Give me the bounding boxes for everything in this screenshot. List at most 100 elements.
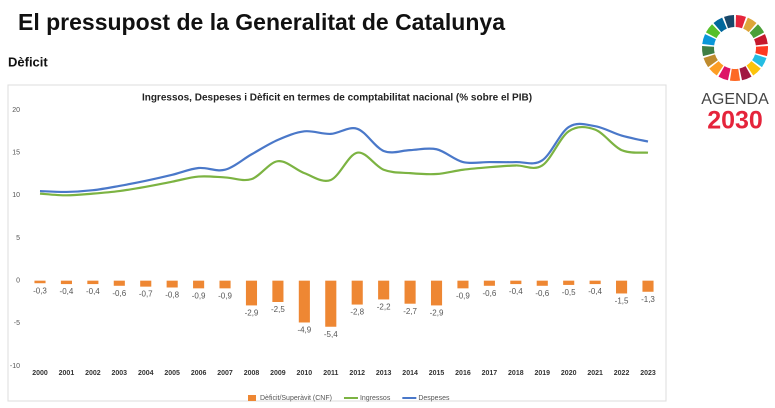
data-label: -0,9	[192, 291, 206, 300]
bar	[87, 281, 98, 284]
x-tick-label: 2021	[587, 370, 603, 377]
x-tick-label: 2012	[349, 370, 365, 377]
logo-segment	[717, 23, 724, 27]
logo-segment	[708, 46, 709, 54]
bar	[140, 281, 151, 287]
bar	[457, 281, 468, 289]
data-label: -0,9	[218, 291, 232, 300]
bar	[246, 281, 257, 306]
logo-segment	[754, 29, 759, 36]
bar	[642, 281, 653, 292]
data-label: -2,7	[403, 307, 417, 316]
data-label: -1,5	[615, 297, 629, 306]
bar	[510, 281, 521, 284]
y-tick-label: 15	[12, 150, 20, 157]
logo-segment	[721, 71, 729, 74]
logo-segment	[708, 37, 710, 45]
x-tick-label: 2008	[244, 370, 260, 377]
legend-label: Despeses	[418, 395, 450, 402]
x-tick-label: 2002	[85, 370, 101, 377]
data-label: -0,4	[86, 287, 100, 296]
logo-segment	[741, 71, 749, 74]
legend-swatch	[248, 395, 256, 401]
bar	[590, 281, 601, 284]
bar	[219, 281, 230, 289]
legend-label: Ingressos	[360, 395, 391, 402]
y-tick-label: 10	[12, 192, 20, 199]
bar	[378, 281, 389, 300]
y-tick-label: 5	[16, 235, 20, 242]
x-tick-label: 2006	[191, 370, 207, 377]
x-tick-label: 2000	[32, 370, 48, 377]
logo-segment	[761, 46, 762, 54]
data-label: -2,9	[245, 309, 259, 318]
data-label: -0,6	[535, 289, 549, 298]
data-label: -2,2	[377, 303, 391, 312]
logo-segment	[711, 29, 716, 36]
data-label: -0,6	[112, 289, 126, 298]
bar	[405, 281, 416, 304]
x-tick-label: 2009	[270, 370, 286, 377]
logo-segment	[726, 21, 734, 23]
logo-segment	[709, 56, 713, 63]
logo: AGENDA 2030	[701, 21, 769, 135]
x-tick-label: 2014	[402, 370, 418, 377]
bar	[193, 281, 204, 289]
logo-segment	[760, 37, 762, 45]
data-label: -1,3	[641, 295, 655, 304]
y-tick-label: -10	[10, 363, 20, 370]
data-label: -5,4	[324, 330, 338, 339]
bar	[484, 281, 495, 286]
x-tick-label: 2005	[164, 370, 180, 377]
logo-segment	[750, 65, 756, 71]
x-tick-label: 2003	[112, 370, 128, 377]
y-tick-label: -5	[14, 320, 20, 327]
page-title: El pressupost de la Generalitat de Catal…	[18, 9, 505, 35]
x-tick-label: 2017	[482, 370, 498, 377]
bar	[272, 281, 283, 302]
bar	[616, 281, 627, 294]
data-label: -4,9	[297, 326, 311, 335]
bar	[61, 281, 72, 284]
bar	[114, 281, 125, 286]
x-tick-label: 2015	[429, 370, 445, 377]
chart-title: Ingressos, Despeses i Dèficit en termes …	[142, 93, 532, 104]
x-tick-label: 2022	[614, 370, 630, 377]
x-tick-label: 2007	[217, 370, 233, 377]
x-tick-label: 2018	[508, 370, 524, 377]
x-tick-label: 2001	[59, 370, 75, 377]
bar	[325, 281, 336, 327]
x-tick-label: 2013	[376, 370, 392, 377]
data-label: -0,7	[139, 290, 153, 299]
bar	[537, 281, 548, 286]
bar	[299, 281, 310, 323]
x-tick-label: 2019	[534, 370, 550, 377]
data-label: -2,9	[430, 309, 444, 318]
logo-segment	[746, 23, 753, 27]
section-title: Dèficit	[8, 54, 48, 69]
bar	[34, 281, 45, 284]
logo-segment	[714, 65, 720, 71]
logo-segment	[736, 21, 744, 23]
data-label: -0,4	[588, 287, 602, 296]
data-label: -2,5	[271, 305, 285, 314]
x-tick-label: 2023	[640, 370, 656, 377]
logo-year: 2030	[707, 107, 763, 135]
data-label: -0,3	[33, 286, 47, 295]
data-label: -0,5	[562, 288, 576, 297]
y-tick-label: 20	[12, 107, 20, 114]
data-label: -0,4	[60, 287, 74, 296]
legend-label: Dèficit/Superàvit (CNF)	[260, 395, 332, 402]
y-tick-label: 0	[16, 278, 20, 285]
x-tick-label: 2016	[455, 370, 471, 377]
x-tick-label: 2011	[323, 370, 338, 377]
x-tick-label: 2020	[561, 370, 577, 377]
bar	[563, 281, 574, 285]
bar	[431, 281, 442, 306]
data-label: -2,8	[350, 308, 364, 317]
data-label: -0,9	[456, 291, 470, 300]
logo-segment	[757, 56, 761, 63]
bar	[352, 281, 363, 305]
x-tick-label: 2010	[297, 370, 313, 377]
